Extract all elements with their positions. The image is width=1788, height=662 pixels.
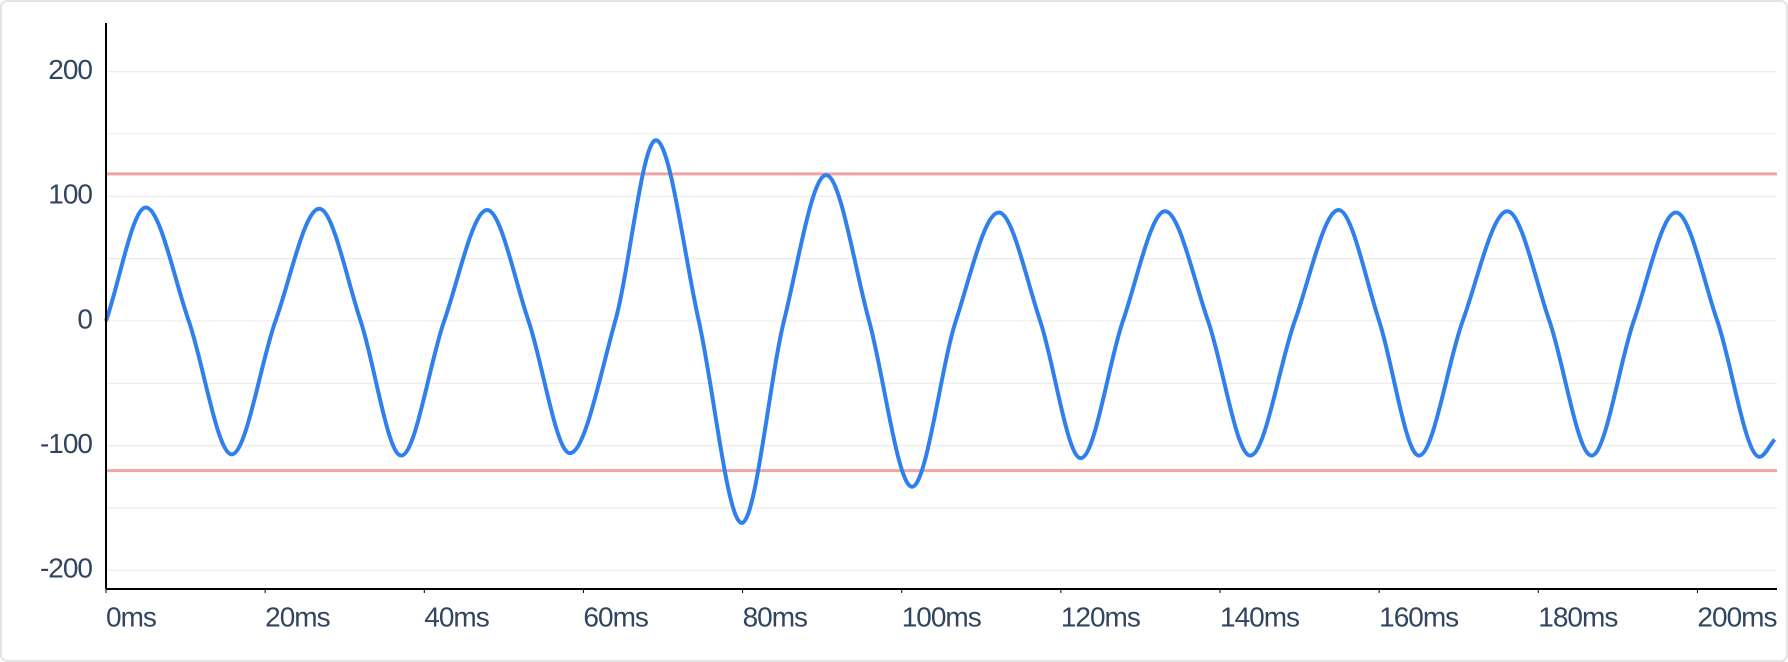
- y-tick-label: 100: [48, 179, 92, 210]
- signal-line: [104, 138, 1777, 525]
- x-tick-label: 20ms: [265, 601, 329, 632]
- x-tick-label: 0ms: [106, 601, 156, 632]
- x-tick-label: 180ms: [1538, 601, 1617, 632]
- x-tick-label: 200ms: [1697, 601, 1776, 632]
- plot: [104, 23, 1777, 590]
- y-tick-label: 0: [77, 303, 92, 334]
- x-tick-label: 140ms: [1220, 601, 1299, 632]
- x-tick-label: 100ms: [902, 601, 981, 632]
- x-tick-label: 40ms: [424, 601, 488, 632]
- y-tick-label: -100: [40, 428, 92, 459]
- x-tick-label: 160ms: [1379, 601, 1458, 632]
- y-tick-label: 200: [48, 54, 92, 85]
- axis-labels: -200 -100 0 100 200 0ms 20ms 40ms 60ms 80ms 100ms 1…: [40, 54, 1778, 632]
- x-tick-label: 120ms: [1061, 601, 1140, 632]
- y-tick-label: -200: [40, 553, 92, 584]
- x-tick-label: 60ms: [583, 601, 647, 632]
- grid: [105, 71, 1777, 593]
- x-tick-label: 80ms: [743, 601, 807, 632]
